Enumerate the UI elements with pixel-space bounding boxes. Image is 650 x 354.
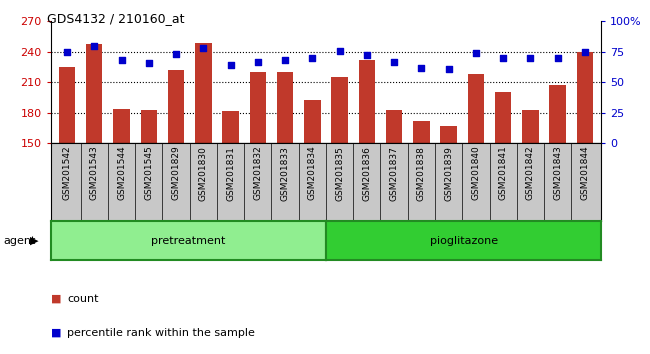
Text: GSM201838: GSM201838 <box>417 146 426 201</box>
Point <box>389 59 399 64</box>
Point <box>116 57 127 63</box>
Point <box>144 60 154 65</box>
Text: GSM201829: GSM201829 <box>172 146 181 200</box>
Bar <box>195 42 211 143</box>
Bar <box>113 109 130 143</box>
Point <box>416 65 426 70</box>
Text: GSM201831: GSM201831 <box>226 146 235 201</box>
Text: pioglitazone: pioglitazone <box>430 236 498 246</box>
Text: GSM201837: GSM201837 <box>389 146 398 201</box>
Text: GSM201836: GSM201836 <box>362 146 371 201</box>
Point <box>89 43 99 48</box>
Text: pretreatment: pretreatment <box>151 236 226 246</box>
Point <box>307 55 318 61</box>
Text: GSM201545: GSM201545 <box>144 146 153 200</box>
Point <box>334 48 345 53</box>
Text: GSM201830: GSM201830 <box>199 146 208 201</box>
Point <box>253 59 263 64</box>
Bar <box>86 44 103 143</box>
Text: GSM201841: GSM201841 <box>499 146 508 200</box>
Bar <box>304 99 320 143</box>
Text: GSM201834: GSM201834 <box>308 146 317 200</box>
Bar <box>441 126 457 143</box>
Bar <box>359 60 375 143</box>
Bar <box>549 85 566 143</box>
Point <box>280 57 291 63</box>
Bar <box>413 121 430 143</box>
Text: GSM201842: GSM201842 <box>526 146 535 200</box>
Point <box>443 66 454 72</box>
Bar <box>468 74 484 143</box>
Point <box>226 62 236 68</box>
Point <box>171 51 181 57</box>
Point <box>62 49 72 55</box>
Bar <box>277 72 293 143</box>
Bar <box>495 92 512 143</box>
Bar <box>522 110 539 143</box>
Text: GSM201832: GSM201832 <box>254 146 263 200</box>
Text: agent: agent <box>3 236 36 246</box>
Text: percentile rank within the sample: percentile rank within the sample <box>67 328 255 338</box>
Text: ▶: ▶ <box>30 236 38 246</box>
Text: GSM201542: GSM201542 <box>62 146 72 200</box>
Bar <box>222 111 239 143</box>
Text: ■: ■ <box>51 294 61 304</box>
Point <box>580 49 590 55</box>
Bar <box>168 70 184 143</box>
Bar <box>577 52 593 143</box>
Text: GSM201839: GSM201839 <box>444 146 453 201</box>
Text: GSM201544: GSM201544 <box>117 146 126 200</box>
Bar <box>332 77 348 143</box>
Point <box>198 45 209 51</box>
Text: GSM201843: GSM201843 <box>553 146 562 200</box>
Text: GSM201840: GSM201840 <box>471 146 480 200</box>
Text: GSM201835: GSM201835 <box>335 146 344 201</box>
Point <box>552 55 563 61</box>
Bar <box>140 110 157 143</box>
Text: GSM201543: GSM201543 <box>90 146 99 200</box>
Bar <box>59 67 75 143</box>
Text: GSM201833: GSM201833 <box>281 146 290 201</box>
Point <box>361 53 372 58</box>
Text: count: count <box>67 294 98 304</box>
Bar <box>386 110 402 143</box>
Text: GDS4132 / 210160_at: GDS4132 / 210160_at <box>47 12 185 25</box>
Point <box>525 55 536 61</box>
Bar <box>250 72 266 143</box>
Point <box>498 55 508 61</box>
Text: GSM201844: GSM201844 <box>580 146 590 200</box>
Text: ■: ■ <box>51 328 61 338</box>
Point <box>471 50 481 56</box>
